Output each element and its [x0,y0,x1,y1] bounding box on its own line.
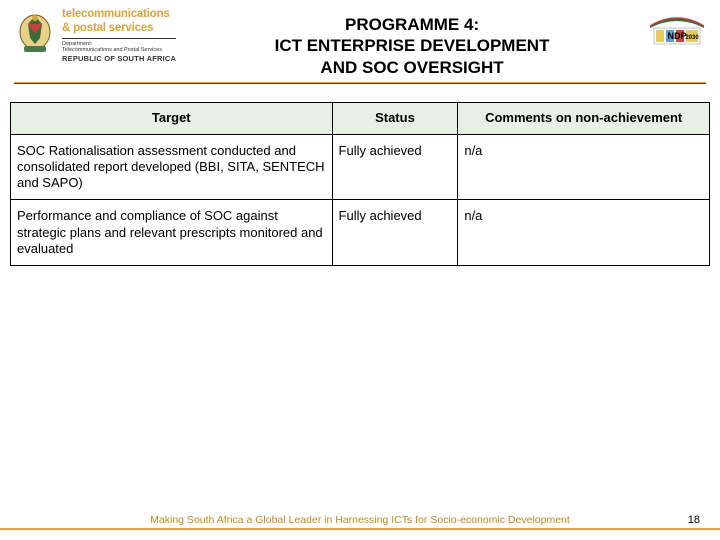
cell-comments: n/a [458,134,710,200]
slide-title: PROGRAMME 4: ICT ENTERPRISE DEVELOPMENT … [184,8,640,78]
dept-line2: Telecommunications and Postal Services [62,47,176,54]
department-text: telecommunications & postal services Dep… [62,8,176,63]
svg-text:NDP: NDP [667,31,686,41]
dept-title-2: & postal services [62,22,176,36]
footer-rule [0,528,720,530]
page-number: 18 [688,514,700,526]
footer-text: Making South Africa a Global Leader in H… [0,514,720,526]
dept-line1: Department: [62,41,176,48]
svg-text:2030: 2030 [685,35,699,41]
cell-status: Fully achieved [332,200,458,266]
table-header-row: Target Status Comments on non-achievemen… [11,102,710,134]
table-row: Performance and compliance of SOC agains… [11,200,710,266]
table-container: Target Status Comments on non-achievemen… [0,84,720,266]
title-line-3: AND SOC OVERSIGHT [188,57,636,78]
col-header-target: Target [11,102,333,134]
col-header-comments: Comments on non-achievement [458,102,710,134]
left-logo-block: telecommunications & postal services Dep… [14,8,176,63]
table-row: SOC Rationalisation assessment conducted… [11,134,710,200]
title-line-2: ICT ENTERPRISE DEVELOPMENT [188,35,636,56]
slide-header: telecommunications & postal services Dep… [0,0,720,78]
ndp-logo-icon: NDP 2030 [648,8,706,54]
dept-line3: REPUBLIC OF SOUTH AFRICA [62,54,176,63]
col-header-status: Status [332,102,458,134]
cell-target: Performance and compliance of SOC agains… [11,200,333,266]
dept-title-1: telecommunications [62,8,176,22]
cell-comments: n/a [458,200,710,266]
cell-status: Fully achieved [332,134,458,200]
coat-of-arms-icon [14,12,56,58]
title-line-1: PROGRAMME 4: [188,14,636,35]
cell-target: SOC Rationalisation assessment conducted… [11,134,333,200]
programme-table: Target Status Comments on non-achievemen… [10,102,710,266]
